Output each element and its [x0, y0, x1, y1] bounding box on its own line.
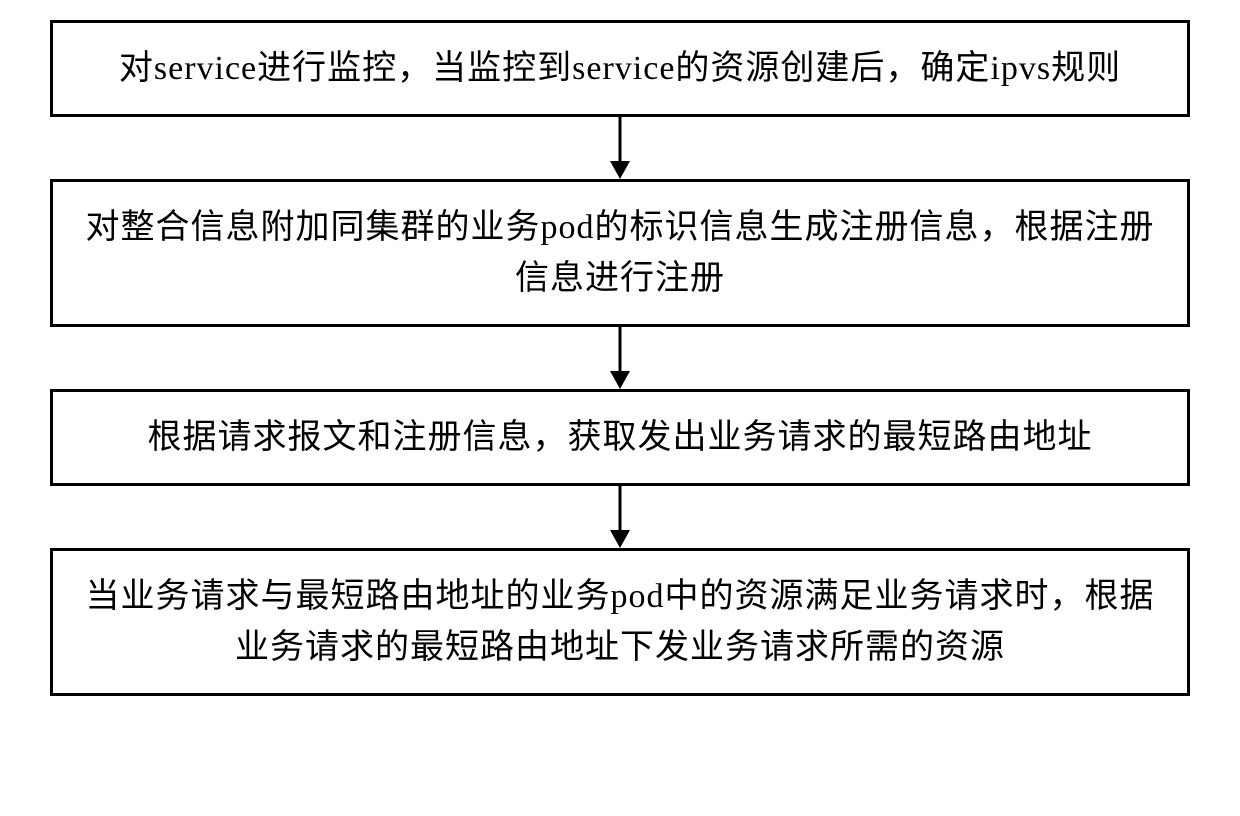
flow-step-1-label: 对service进行监控，当监控到service的资源创建后，确定ipvs规则: [119, 50, 1121, 87]
arrow-1: [40, 117, 1200, 179]
flow-step-2-label: 对整合信息附加同集群的业务pod的标识信息生成注册信息，根据注册信息进行注册: [86, 209, 1155, 297]
flow-step-1: 对service进行监控，当监控到service的资源创建后，确定ipvs规则: [50, 20, 1190, 117]
flow-step-4-label: 当业务请求与最短路由地址的业务pod中的资源满足业务请求时，根据业务请求的最短路…: [86, 578, 1155, 666]
arrow-down-icon: [600, 327, 640, 389]
flow-step-3: 根据请求报文和注册信息，获取发出业务请求的最短路由地址: [50, 389, 1190, 486]
arrow-2: [40, 327, 1200, 389]
flow-step-2: 对整合信息附加同集群的业务pod的标识信息生成注册信息，根据注册信息进行注册: [50, 179, 1190, 327]
flowchart-container: 对service进行监控，当监控到service的资源创建后，确定ipvs规则 …: [40, 20, 1200, 696]
arrow-down-icon: [600, 486, 640, 548]
arrow-3: [40, 486, 1200, 548]
arrow-down-icon: [600, 117, 640, 179]
flow-step-4: 当业务请求与最短路由地址的业务pod中的资源满足业务请求时，根据业务请求的最短路…: [50, 548, 1190, 696]
flow-step-3-label: 根据请求报文和注册信息，获取发出业务请求的最短路由地址: [148, 419, 1093, 456]
